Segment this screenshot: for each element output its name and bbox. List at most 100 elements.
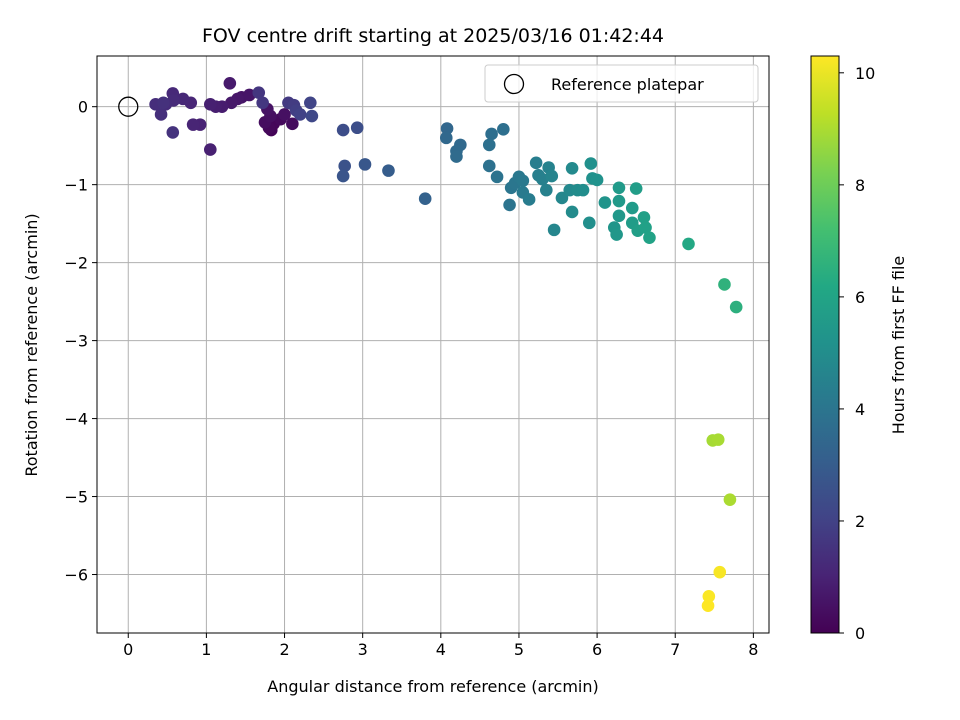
data-point	[439, 131, 453, 145]
data-point	[590, 173, 604, 187]
x-tick-label: 8	[748, 640, 758, 659]
y-axis-label: Rotation from reference (arcmin)	[22, 213, 41, 476]
x-tick-label: 3	[358, 640, 368, 659]
data-point	[516, 174, 530, 188]
x-tick-label: 2	[279, 640, 289, 659]
data-point	[490, 170, 504, 184]
data-point	[582, 216, 596, 230]
data-point	[503, 198, 516, 212]
data-point	[166, 126, 180, 139]
data-point	[639, 221, 652, 234]
chart-title: FOV centre drift starting at 2025/03/16 …	[202, 25, 664, 47]
colorbar-gradient	[810, 55, 840, 634]
data-point	[485, 127, 498, 141]
data-point	[545, 169, 559, 183]
y-tick-label: −3	[64, 332, 88, 351]
data-point	[565, 161, 579, 175]
colorbar-tick-label: 8	[855, 176, 865, 195]
y-axis: 0 −1 −2 −3 −4 −5 −6	[64, 98, 97, 585]
x-tick-label: 4	[436, 640, 446, 659]
data-point	[529, 156, 543, 170]
data-point	[522, 193, 536, 206]
data-point	[440, 122, 454, 135]
y-tick-label: −1	[64, 176, 88, 195]
data-point	[598, 196, 612, 209]
legend-reference-marker-icon	[503, 73, 525, 95]
data-point	[450, 150, 463, 163]
data-point	[565, 205, 579, 219]
data-point	[304, 96, 317, 110]
legend: Reference platepar	[484, 64, 759, 103]
data-point	[547, 223, 561, 237]
data-points	[149, 76, 743, 613]
x-tick-label: 6	[592, 640, 602, 659]
colorbar-tick-label: 6	[855, 288, 865, 307]
data-point	[358, 158, 372, 171]
data-point	[204, 143, 217, 156]
legend-entry-reference-platepar: Reference platepar	[551, 75, 704, 94]
data-point	[418, 192, 432, 205]
data-point	[625, 201, 639, 215]
data-point	[555, 191, 569, 205]
data-point	[338, 159, 352, 173]
x-tick-label: 5	[514, 640, 524, 659]
data-point	[682, 237, 695, 251]
data-point	[186, 118, 200, 131]
x-tick-label: 0	[123, 640, 133, 659]
data-point	[612, 209, 626, 223]
x-tick-label: 1	[201, 640, 211, 659]
data-point	[629, 182, 643, 195]
x-axis-label: Angular distance from reference (arcmin)	[267, 677, 598, 696]
data-point	[482, 159, 496, 173]
data-point	[584, 157, 598, 170]
data-point	[612, 194, 626, 208]
colorbar: 0 2 4 6 8 10 Hours from first FF file	[810, 55, 908, 643]
grid	[97, 56, 769, 633]
data-point	[497, 122, 510, 136]
legend-box	[484, 64, 759, 103]
data-point	[305, 109, 319, 123]
data-point	[713, 565, 727, 579]
data-point	[610, 228, 623, 241]
colorbar-tick-label: 2	[855, 512, 865, 531]
y-tick-label: −6	[64, 566, 88, 585]
data-point	[204, 98, 217, 111]
data-point	[350, 121, 364, 135]
data-point	[637, 211, 651, 224]
data-point	[154, 108, 168, 121]
data-point	[701, 599, 715, 613]
x-tick-label: 7	[670, 640, 680, 659]
data-point	[711, 433, 725, 446]
colorbar-tick-label: 0	[855, 624, 865, 643]
data-point	[252, 86, 266, 99]
data-point	[482, 138, 496, 152]
data-point	[157, 96, 170, 110]
colorbar-label: Hours from first FF file	[889, 256, 908, 435]
data-point	[540, 183, 553, 197]
data-point	[293, 108, 307, 121]
data-point	[612, 181, 626, 195]
data-point	[718, 278, 731, 291]
colorbar-tick-label: 10	[855, 64, 875, 83]
data-point	[576, 183, 590, 197]
data-point	[702, 590, 716, 603]
y-tick-label: −2	[64, 254, 88, 273]
reference-platepar-marker	[118, 96, 139, 117]
data-point	[729, 300, 743, 314]
data-point	[223, 76, 237, 90]
data-point	[256, 96, 269, 110]
data-point	[382, 164, 395, 177]
x-axis: 0 1 2 3 4 5 6 7 8	[123, 633, 758, 659]
data-point	[336, 123, 350, 137]
data-point	[336, 169, 350, 183]
data-point	[723, 493, 737, 506]
y-tick-label: −4	[64, 410, 88, 429]
y-tick-label: 0	[78, 98, 88, 117]
plot-frame	[96, 55, 770, 634]
data-point	[176, 92, 190, 106]
y-tick-label: −5	[64, 488, 88, 507]
data-point	[286, 117, 299, 131]
colorbar-tick-label: 4	[855, 400, 865, 419]
data-point	[278, 108, 291, 121]
